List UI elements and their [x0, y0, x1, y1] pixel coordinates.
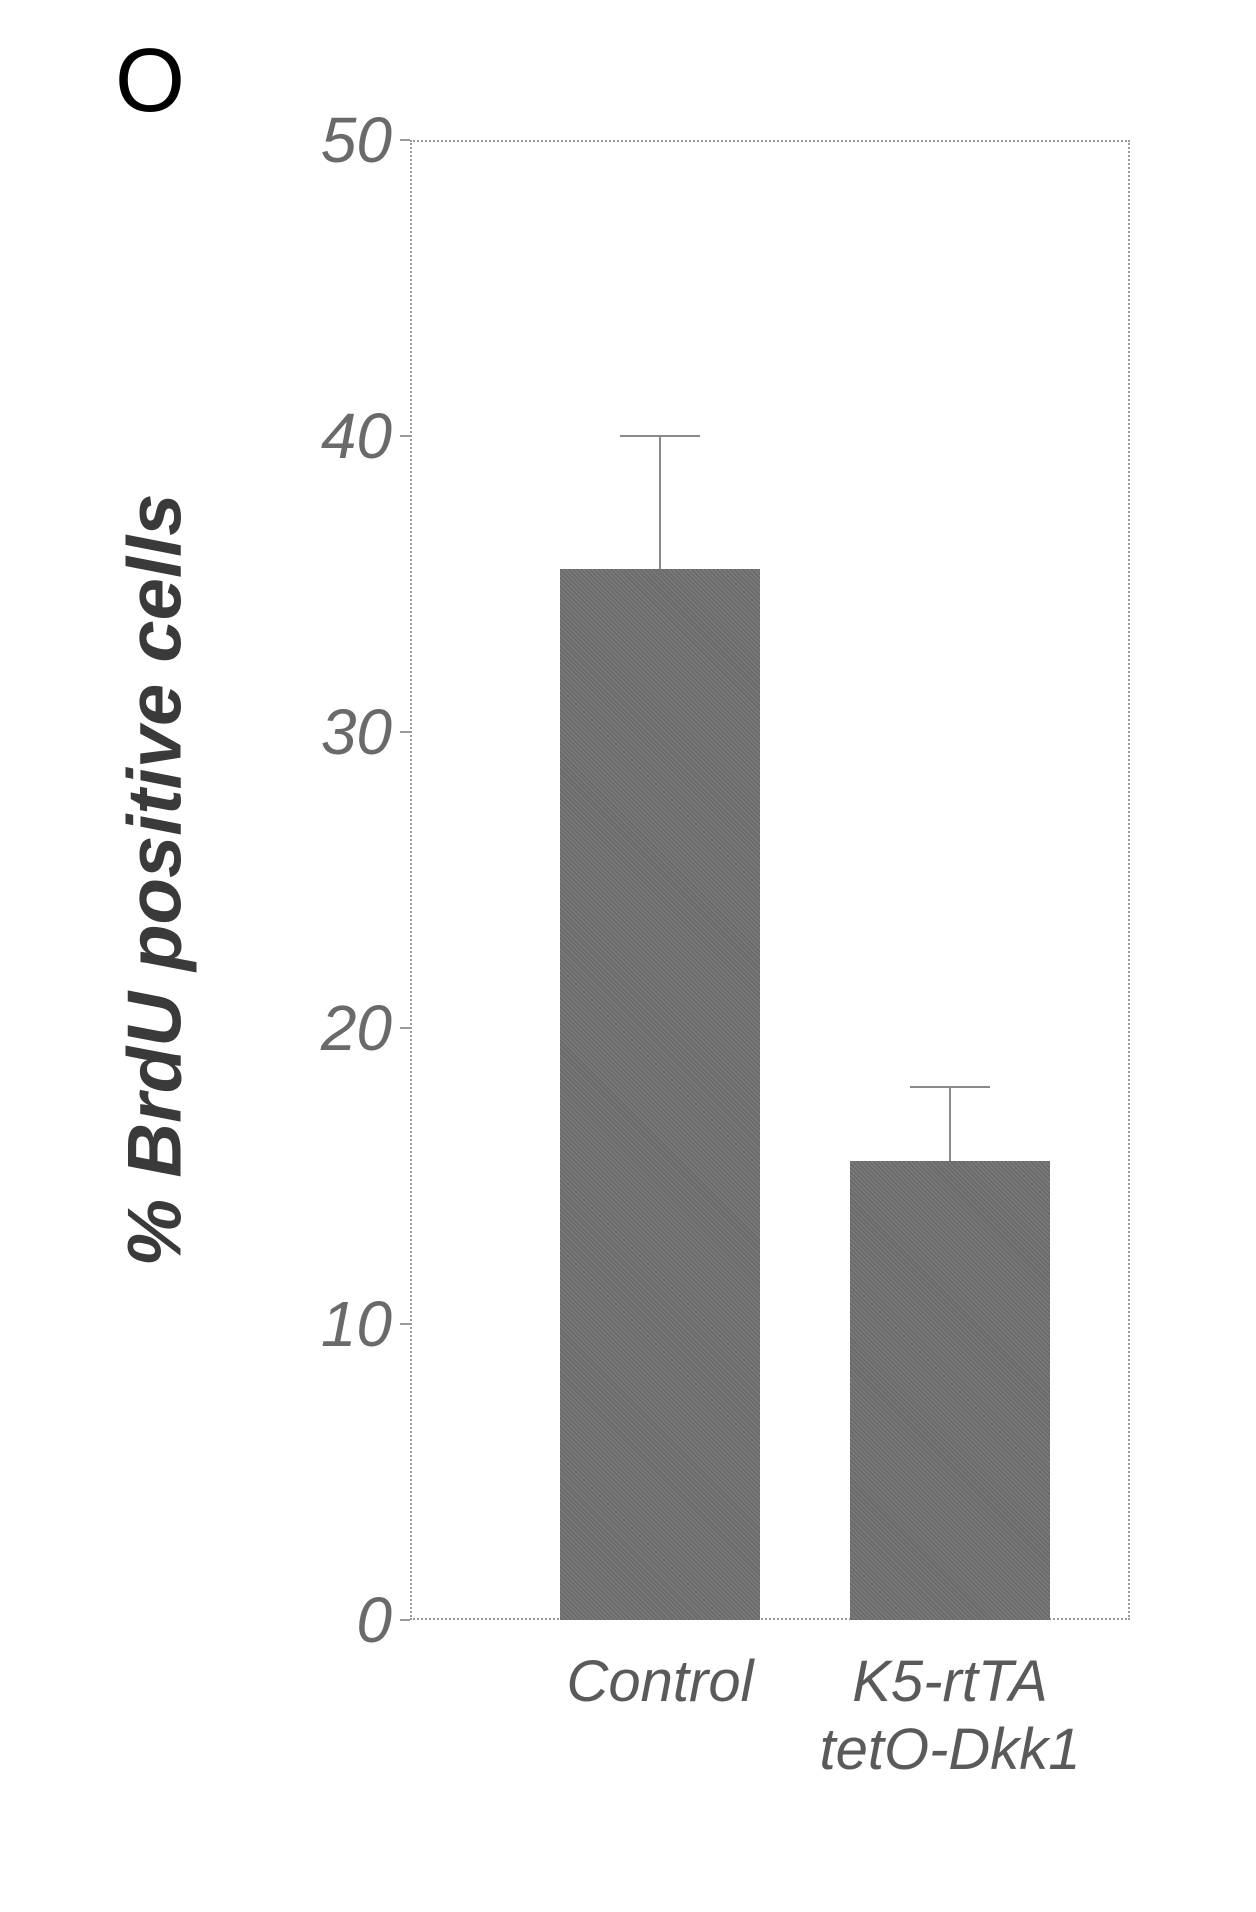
panel-label: O	[115, 30, 185, 133]
y-tick-label: 30	[321, 695, 392, 769]
x-tick-label: Control	[567, 1648, 754, 1716]
y-tick-mark	[400, 731, 410, 733]
y-tick-label: 20	[321, 991, 392, 1065]
y-tick-label: 40	[321, 399, 392, 473]
y-tick-mark	[400, 139, 410, 141]
bar	[560, 569, 760, 1620]
y-tick-mark	[400, 435, 410, 437]
y-tick-mark	[400, 1323, 410, 1325]
y-tick-label: 10	[321, 1287, 392, 1361]
y-tick-label: 50	[321, 103, 392, 177]
error-cap	[620, 435, 700, 437]
x-tick-label: K5-rtTAtetO-Dkk1	[819, 1648, 1080, 1784]
y-tick-label: 0	[356, 1583, 392, 1657]
y-tick-mark	[400, 1027, 410, 1029]
y-axis-title: % BrdU positive cells	[112, 494, 199, 1267]
error-cap	[910, 1086, 990, 1088]
error-bar	[659, 436, 661, 569]
y-tick-mark	[400, 1619, 410, 1621]
bar	[850, 1161, 1050, 1620]
error-bar	[949, 1087, 951, 1161]
